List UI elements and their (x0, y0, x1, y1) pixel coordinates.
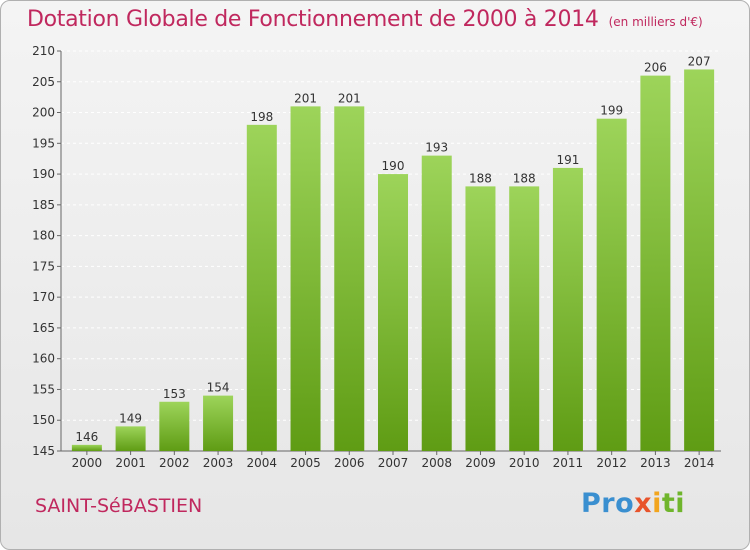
data-label-2002: 153 (163, 387, 186, 401)
place-name: SAINT-SéBASTIEN (35, 495, 203, 517)
bar-2008 (421, 155, 452, 451)
x-tick-label: 2001 (115, 456, 146, 470)
y-tick-label: 195 (32, 136, 55, 150)
y-tick-label: 150 (32, 413, 55, 427)
y-tick-label: 180 (32, 229, 55, 243)
y-tick-label: 145 (32, 444, 55, 458)
bar-2013 (640, 75, 671, 451)
axes: 145 150 155 160 165 170 175 180 185 190 195 200 205 2… (32, 44, 721, 470)
bar-2014 (684, 69, 715, 451)
x-tick-label: 2009 (465, 456, 496, 470)
data-label-2014: 207 (688, 54, 711, 68)
data-label-2004: 198 (250, 110, 273, 124)
bar-2009 (465, 186, 496, 451)
data-label-2013: 206 (644, 61, 667, 75)
x-tick-label: 2003 (203, 456, 234, 470)
data-label-2010: 188 (513, 171, 536, 185)
bars (71, 69, 715, 452)
chart-title: Dotation Globale de Fonctionnement de 20… (27, 7, 703, 32)
data-label-2000: 146 (75, 430, 98, 444)
bar-2004 (246, 124, 277, 451)
x-tick-label: 2008 (421, 456, 452, 470)
data-label-2003: 154 (207, 381, 230, 395)
proxiti-logo[interactable]: Proxiti (581, 488, 686, 519)
x-tick-label: 2004 (247, 456, 278, 470)
x-tick-label: 2013 (640, 456, 671, 470)
x-tick-label: 2002 (159, 456, 190, 470)
data-label-2008: 193 (425, 141, 448, 155)
y-tick-label: 175 (32, 259, 55, 273)
data-label-2006: 201 (338, 91, 361, 105)
bar-2000 (71, 444, 102, 451)
x-tick-label: 2005 (290, 456, 321, 470)
bar-2002 (159, 401, 190, 451)
bar-2003 (203, 395, 234, 451)
y-tick-label: 190 (32, 167, 55, 181)
data-label-2001: 149 (119, 411, 142, 425)
bar-2001 (115, 426, 146, 451)
data-label-2012: 199 (600, 104, 623, 118)
chart-subtitle: (en milliers d'€) (608, 15, 703, 29)
x-tick-label: 2011 (553, 456, 584, 470)
y-tick-label: 165 (32, 321, 55, 335)
x-tick-label: 2006 (334, 456, 365, 470)
y-tick-label: 200 (32, 106, 55, 120)
y-tick-label: 205 (32, 75, 55, 89)
x-tick-label: 2012 (596, 456, 627, 470)
bar-2012 (596, 118, 627, 451)
bar-2010 (509, 186, 540, 451)
data-label-2005: 201 (294, 91, 317, 105)
x-tick-label: 2007 (378, 456, 409, 470)
y-tick-label: 170 (32, 290, 55, 304)
bar-2011 (552, 167, 583, 451)
y-tick-label: 160 (32, 352, 55, 366)
data-label-2011: 191 (556, 153, 579, 167)
y-tick-label: 185 (32, 198, 55, 212)
x-tick-label: 2010 (509, 456, 540, 470)
data-labels: 146 149 153 154 198 201 201 190 193 188 188 191 199 2… (75, 54, 710, 443)
bar-2005 (290, 106, 321, 451)
data-label-2007: 190 (382, 159, 405, 173)
y-tick-label: 210 (32, 44, 55, 58)
x-tick-label: 2000 (72, 456, 103, 470)
bar-2006 (334, 106, 365, 451)
bar-2007 (378, 174, 408, 452)
x-tick-label: 2014 (684, 456, 715, 470)
y-tick-label: 155 (32, 382, 55, 396)
data-label-2009: 188 (469, 171, 492, 185)
